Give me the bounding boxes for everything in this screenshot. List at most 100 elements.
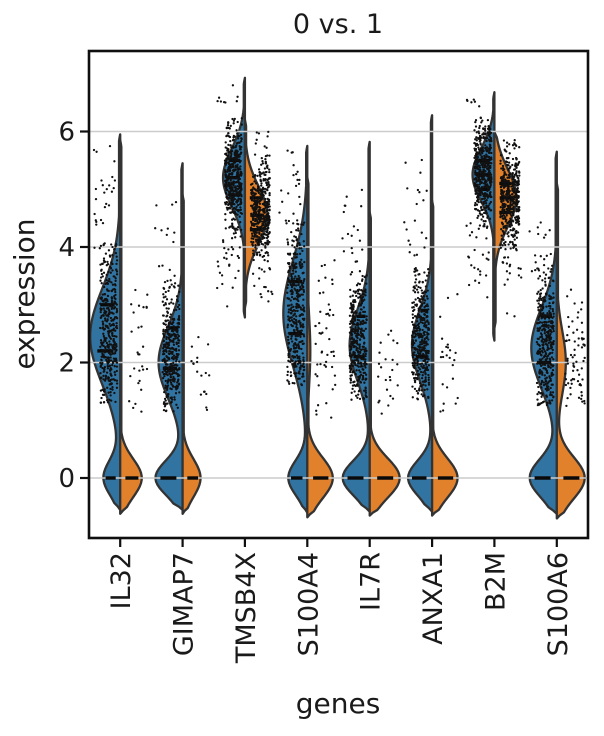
data-point: [295, 372, 298, 375]
data-point: [141, 368, 145, 371]
data-point: [289, 281, 292, 284]
data-point: [572, 362, 575, 365]
data-point: [412, 330, 416, 333]
data-point: [360, 205, 363, 208]
data-point: [302, 288, 305, 292]
data-point: [364, 327, 367, 330]
data-point: [489, 190, 492, 194]
data-point: [363, 364, 367, 367]
data-point: [417, 285, 420, 289]
data-point: [445, 386, 449, 389]
data-point: [500, 177, 503, 180]
data-point: [240, 117, 243, 120]
data-point: [102, 307, 105, 310]
data-point: [542, 343, 545, 346]
data-point: [299, 368, 302, 371]
data-point: [164, 370, 168, 373]
data-point: [294, 337, 297, 341]
data-point: [251, 228, 255, 231]
data-point: [411, 385, 414, 388]
data-point: [103, 311, 106, 314]
data-point: [480, 191, 484, 194]
data-point: [485, 212, 488, 215]
data-point: [110, 190, 114, 193]
data-point: [550, 321, 554, 325]
data-point: [292, 320, 295, 323]
data-point: [172, 285, 176, 288]
data-point: [300, 262, 304, 266]
data-point: [359, 370, 362, 374]
data-point: [477, 192, 480, 195]
data-point: [358, 343, 362, 346]
data-point: [351, 364, 355, 368]
data-point: [113, 341, 116, 344]
data-point: [220, 274, 224, 277]
data-point: [115, 321, 118, 325]
data-point: [236, 176, 240, 180]
data-point: [486, 194, 489, 197]
data-point: [324, 276, 327, 279]
data-point: [115, 270, 119, 273]
data-point: [499, 154, 503, 157]
data-point: [301, 323, 305, 326]
data-point: [424, 304, 428, 308]
data-point: [288, 265, 291, 268]
data-point: [348, 352, 352, 355]
data-point: [178, 391, 181, 394]
data-point: [287, 359, 290, 362]
data-point: [354, 300, 357, 304]
data-point: [515, 249, 518, 252]
data-point: [413, 291, 417, 294]
data-point: [542, 236, 546, 239]
data-point: [476, 268, 480, 271]
data-point: [287, 346, 290, 350]
data-point: [299, 202, 302, 206]
data-point: [516, 231, 520, 234]
data-point: [162, 328, 165, 332]
data-point: [292, 164, 295, 167]
data-point: [266, 229, 269, 232]
data-point: [160, 229, 163, 232]
data-point: [503, 283, 506, 286]
data-point: [102, 257, 106, 260]
data-point: [502, 232, 506, 236]
data-point: [130, 330, 133, 333]
data-point: [225, 251, 228, 255]
data-point: [537, 306, 540, 309]
data-point: [166, 402, 169, 405]
data-point: [168, 358, 171, 361]
data-point: [255, 199, 258, 203]
data-point: [287, 311, 290, 314]
data-point: [379, 341, 382, 344]
data-point: [536, 292, 539, 295]
data-point: [515, 229, 518, 233]
data-point: [473, 100, 477, 103]
data-point: [105, 187, 108, 191]
data-point: [266, 200, 269, 204]
data-point: [412, 323, 415, 326]
data-point: [177, 373, 180, 376]
data-point: [218, 271, 222, 274]
data-point: [541, 305, 544, 308]
data-point: [515, 205, 518, 208]
data-point: [546, 312, 549, 315]
data-point: [545, 305, 548, 308]
data-point: [341, 237, 344, 240]
data-point: [170, 387, 173, 391]
data-point: [473, 204, 477, 207]
data-point: [296, 170, 299, 173]
data-point: [257, 191, 260, 195]
data-point: [165, 325, 169, 329]
data-point: [166, 363, 169, 366]
data-point: [166, 319, 169, 322]
data-point: [229, 144, 232, 147]
data-point: [353, 353, 356, 356]
data-point: [413, 341, 416, 345]
data-point: [481, 253, 485, 256]
data-point: [363, 337, 366, 340]
data-point: [356, 384, 359, 387]
data-point: [101, 361, 104, 365]
data-point: [115, 303, 118, 306]
data-point: [353, 344, 356, 348]
data-point: [298, 178, 301, 182]
